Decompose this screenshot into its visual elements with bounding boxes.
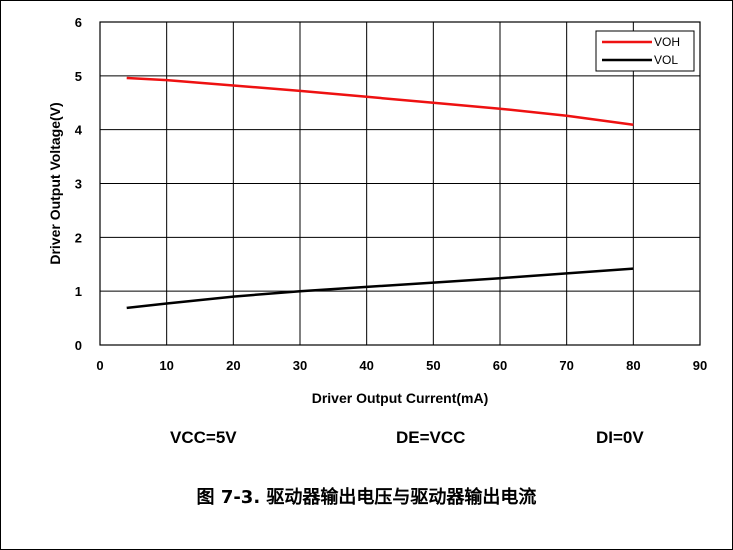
condition-de: DE=VCC	[396, 428, 466, 447]
y-tick-label: 2	[75, 230, 82, 245]
x-tick-label: 40	[359, 358, 373, 373]
legend-label-vol: VOL	[654, 53, 678, 67]
x-tick-label: 70	[559, 358, 573, 373]
x-tick-label: 30	[293, 358, 307, 373]
y-tick-label: 5	[75, 69, 82, 84]
y-axis-label: Driver Output Voltage(V)	[47, 102, 63, 264]
figure-caption: 图 7-3. 驱动器输出电压与驱动器输出电流	[196, 487, 537, 508]
tick-labels: 0 10 20 30 40 50 60 70 80 90 0 1 2 3 4 5 6	[75, 15, 707, 373]
x-tick-label: 20	[226, 358, 240, 373]
y-tick-label: 3	[75, 177, 82, 192]
x-tick-label: 90	[693, 358, 707, 373]
y-tick-label: 0	[75, 338, 82, 353]
x-tick-label: 50	[426, 358, 440, 373]
legend-box	[595, 30, 695, 72]
x-tick-label: 0	[96, 358, 103, 373]
condition-vcc: VCC=5V	[170, 428, 237, 447]
y-tick-label: 6	[75, 15, 82, 30]
series-line-voh	[126, 76, 634, 127]
series-layer	[126, 76, 634, 310]
series-line-vol	[126, 267, 634, 310]
x-tick-label: 60	[493, 358, 507, 373]
x-tick-label: 80	[626, 358, 640, 373]
condition-di: DI=0V	[596, 428, 644, 447]
y-tick-label: 1	[75, 284, 82, 299]
legend: VOH VOL	[595, 30, 695, 72]
chart: 0 10 20 30 40 50 60 70 80 90 0 1 2 3 4 5 6 Driver Output…	[47, 15, 707, 406]
x-tick-label: 10	[159, 358, 173, 373]
y-tick-label: 4	[75, 123, 83, 138]
x-axis-label: Driver Output Current(mA)	[312, 390, 489, 406]
legend-label-voh: VOH	[654, 35, 680, 49]
plot-border	[99, 21, 701, 346]
